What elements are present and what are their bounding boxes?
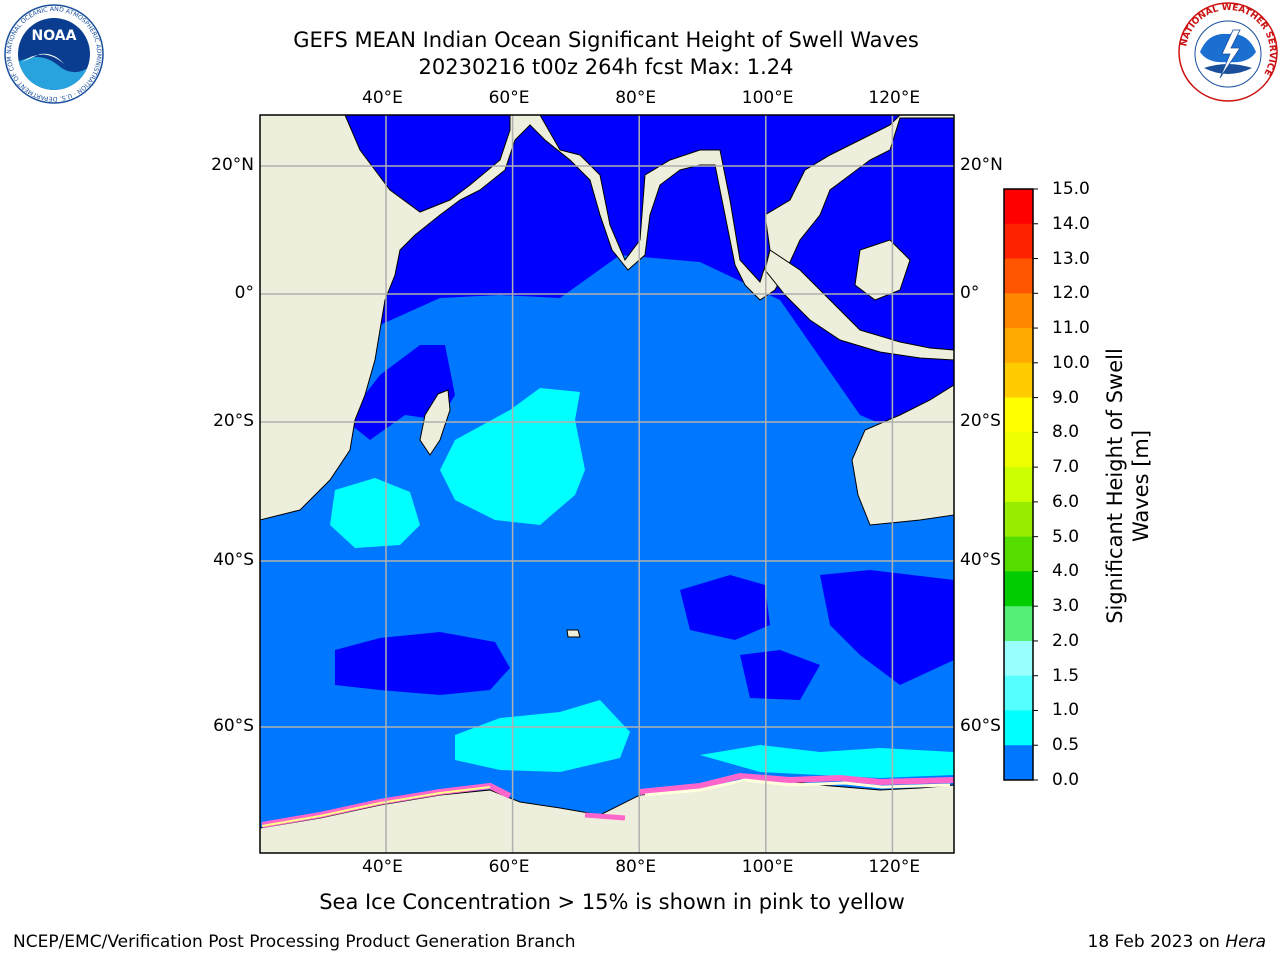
noaa-logo-text: NOAA [32, 28, 77, 44]
lat-label: 40°S [213, 550, 254, 570]
gridlines [260, 115, 954, 853]
colorbar-segment [1004, 223, 1033, 260]
land-madagascar [419, 389, 451, 456]
colorbar-tick-label: 2.0 [1052, 630, 1080, 651]
colorbar-tick-label: 6.0 [1052, 491, 1080, 512]
colorbar-tick-label: 1.0 [1052, 700, 1080, 721]
sea-ice-edge [261, 772, 955, 828]
colorbar-segment [1004, 467, 1033, 503]
land-borneo [854, 239, 911, 301]
colorbar-tick-label: 1.5 [1052, 665, 1080, 686]
swell-patch-south [455, 700, 630, 772]
lon-label: 40°E [362, 88, 403, 108]
map-frame [259, 114, 955, 854]
land-masses [259, 114, 955, 854]
swell-patch-central [440, 388, 585, 525]
colorbar-segment [1004, 501, 1033, 538]
colorbar-segment [1004, 745, 1033, 781]
land-australia [851, 384, 955, 526]
colorbar-tick-label: 15.0 [1052, 179, 1090, 199]
colorbar-tick-label: 5.0 [1052, 526, 1080, 547]
colorbar-segment [1004, 328, 1033, 364]
lat-label: 20°N [960, 155, 1003, 175]
colorbar-tick-label: 7.0 [1052, 457, 1080, 478]
sea-ice-band-east [639, 772, 955, 795]
colorbar-segment [1004, 536, 1033, 572]
colorbar-segment [1004, 432, 1033, 468]
swell-patch-west [330, 478, 420, 548]
land-kerguelen [566, 629, 581, 638]
sea-ice-band-bay [584, 812, 626, 821]
footer-date: 18 Feb 2023 on Hera [1088, 932, 1266, 952]
lat-label: 20°N [211, 155, 254, 175]
lon-label: 120°E [868, 88, 921, 108]
colorbar-label-line2: Waves [m] [1129, 429, 1153, 543]
lon-label: 100°E [741, 857, 794, 877]
lon-label: 80°E [615, 857, 657, 877]
colorbar-tick-label: 14.0 [1052, 213, 1090, 234]
ocean-field [260, 115, 954, 853]
lon-label: 40°E [362, 857, 403, 877]
low-swell-south-west [335, 632, 510, 695]
colorbar-tick-label: 3.0 [1052, 596, 1080, 617]
lat-label: 0° [234, 283, 254, 303]
low-swell-south-east [820, 570, 954, 685]
lat-label: 60°S [213, 716, 254, 736]
colorbar-tick-label: 12.0 [1052, 283, 1090, 304]
sea-ice-band-west [261, 782, 512, 828]
colorbar-tick-label: 0.0 [1052, 770, 1080, 790]
land-sumatra-java [764, 249, 955, 361]
colorbar-tick-label: 13.0 [1052, 248, 1090, 269]
colorbar-segment [1004, 640, 1033, 677]
low-swell-north [345, 115, 954, 432]
colorbar-segment [1004, 362, 1033, 399]
footer-credit: NCEP/EMC/Verification Post Processing Pr… [13, 932, 576, 952]
lat-label: 60°S [960, 716, 1001, 736]
colorbar-label-line1: Significant Height of Swell [1103, 348, 1127, 624]
colorbar-segment [1004, 189, 1033, 225]
colorbar-segment [1004, 710, 1033, 746]
colorbar-tick-label: 4.0 [1052, 561, 1080, 582]
colorbar-label: Significant Height of Swell Waves [m] [1102, 348, 1154, 624]
colorbar-segment [1004, 606, 1033, 642]
lat-label: 20°S [213, 411, 254, 431]
low-swell-mozambique [345, 345, 455, 440]
footer-date-text: 18 Feb 2023 on [1087, 932, 1226, 952]
colorbar-tick-label: 0.5 [1052, 735, 1080, 756]
lon-label: 60°E [488, 88, 530, 108]
colorbar-segment [1004, 258, 1033, 294]
lon-label: 60°E [488, 857, 530, 877]
low-swell-south-mid [740, 650, 820, 700]
ocean-mid-swell [260, 115, 954, 853]
lat-label: 40°S [960, 550, 1001, 570]
low-swell-south-central [680, 575, 770, 640]
sea-ice-highlight-east [644, 778, 951, 797]
colorbar-segment [1004, 571, 1033, 607]
colorbar-segment [1004, 397, 1033, 433]
colorbar-frame [1003, 188, 1034, 781]
nws-logo: NATIONAL WEATHER SERVICE [1178, 2, 1278, 102]
sea-ice-highlight-west [261, 786, 491, 827]
lat-label: 20°S [960, 411, 1001, 431]
footer-host: Hera [1225, 932, 1266, 952]
chart-title: GEFS MEAN Indian Ocean Significant Heigh… [293, 28, 919, 52]
lon-label: 100°E [741, 88, 794, 108]
chart-subtitle: 20230216 t00z 264h fcst Max: 1.24 [418, 55, 794, 79]
land-africa-arabia [259, 114, 955, 521]
colorbar-tick-label: 11.0 [1052, 318, 1090, 339]
swell-patch-southeast [700, 745, 954, 778]
colorbar-tick-label: 8.0 [1052, 422, 1080, 443]
noaa-logo: NATIONAL OCEANIC AND ATMOSPHERIC ADMINIS… [4, 4, 104, 104]
colorbar-tick-label: 9.0 [1052, 387, 1080, 408]
colorbar-tick-label: 10.0 [1052, 352, 1090, 373]
sea-ice-note: Sea Ice Concentration > 15% is shown in … [319, 890, 905, 914]
lat-label: 0° [960, 283, 980, 303]
colorbar-segment [1004, 293, 1033, 329]
lon-label: 80°E [615, 88, 657, 108]
land-antarctica [259, 777, 955, 854]
colorbar-segment [1004, 675, 1033, 711]
lon-label: 120°E [868, 857, 921, 877]
colorbar [1003, 188, 1038, 781]
